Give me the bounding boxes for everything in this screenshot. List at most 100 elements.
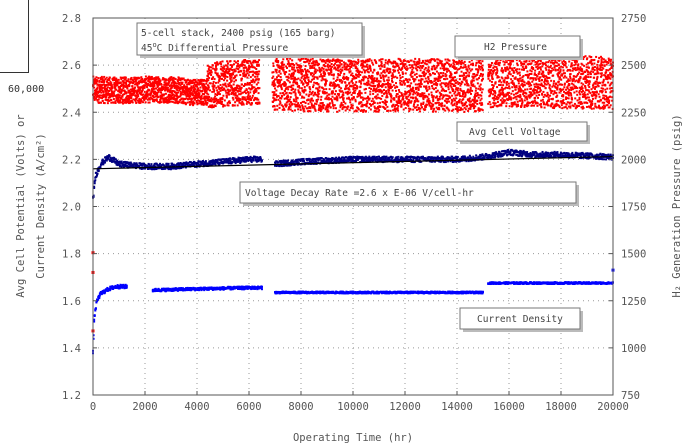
h2-pressure-point [176, 86, 179, 89]
h2-pressure-point [576, 87, 579, 90]
h2-pressure-point [135, 76, 138, 79]
h2-pressure-point [467, 64, 470, 67]
h2-pressure-point [513, 71, 516, 74]
h2-pressure-point [436, 108, 439, 111]
h2-pressure-point [202, 103, 205, 106]
h2-pressure-point [251, 66, 254, 69]
h2-pressure-point [226, 75, 229, 78]
h2-pressure-point [434, 87, 437, 90]
h2-pressure-point [229, 75, 232, 78]
h2-pressure-point [179, 98, 182, 101]
h2-pressure-point [248, 95, 251, 98]
h2-pressure-point [342, 91, 345, 94]
h2-pressure-point [191, 97, 194, 100]
h2-pressure-point [420, 104, 423, 107]
h2-pressure-point [556, 88, 559, 91]
h2-pressure-point [427, 97, 430, 100]
h2-pressure-point [519, 90, 522, 93]
h2-pressure-point [352, 64, 355, 67]
h2-pressure-point [229, 77, 232, 80]
h2-pressure-point [290, 75, 293, 78]
h2-pressure-point [392, 69, 395, 72]
h2-pressure-point [253, 66, 256, 69]
h2-pressure-point [306, 75, 309, 78]
h2-pressure-point [518, 74, 521, 77]
h2-pressure-point [241, 64, 244, 67]
h2-pressure-point [572, 83, 575, 86]
h2-pressure-point [190, 92, 193, 95]
h2-pressure-point [285, 65, 288, 68]
h2-pressure-point [544, 62, 547, 65]
h2-pressure-point [567, 91, 570, 94]
h2-pressure-point [110, 82, 113, 85]
h2-pressure-point [528, 94, 531, 97]
h2-pressure-point [355, 73, 358, 76]
h2-pressure-point [309, 64, 312, 67]
h2-pressure-point [523, 60, 526, 63]
h2-pressure-point [459, 107, 462, 110]
h2-pressure-point [192, 104, 195, 107]
h2-pressure-point [379, 88, 382, 91]
h2-pressure-point [291, 103, 294, 106]
h2-pressure-point [535, 86, 538, 89]
h2-pressure-point [438, 108, 441, 111]
h2-pressure-point [463, 83, 466, 86]
h2-pressure-point [511, 104, 514, 107]
h2-pressure-point [188, 100, 191, 103]
h2-pressure-point [138, 82, 141, 85]
h2-pressure-point [152, 90, 155, 93]
h2-pressure-point [205, 80, 208, 83]
h2-pressure-point [458, 92, 461, 95]
h2-pressure-point [363, 71, 366, 74]
h2-pressure-point [281, 66, 284, 69]
h2-pressure-point [432, 109, 435, 112]
h2-pressure-point [431, 85, 434, 88]
h2-pressure-point [383, 106, 386, 109]
h2-pressure-point [243, 64, 246, 67]
h2-pressure-point [125, 101, 128, 104]
h2-pressure-point [411, 90, 414, 93]
h2-pressure-point [274, 68, 277, 71]
h2-pressure-point [115, 78, 118, 81]
h2-pressure-point [310, 62, 313, 65]
h2-pressure-point [137, 89, 140, 92]
h2-pressure-point [328, 102, 331, 105]
h2-pressure-point [576, 99, 579, 102]
h2-pressure-point [477, 70, 480, 73]
h2-pressure-point [402, 95, 405, 98]
h2-pressure-point [532, 77, 535, 80]
h2-pressure-point [568, 88, 571, 91]
h2-pressure-point [197, 87, 200, 90]
h2-pressure-point [509, 63, 512, 66]
h2-pressure-point [373, 105, 376, 108]
h2-pressure-point [550, 105, 553, 108]
h2-pressure-point [319, 104, 322, 107]
h2-pressure-point [319, 108, 322, 111]
h2-pressure-point [416, 104, 419, 107]
h2-pressure-point [516, 92, 519, 95]
h2-pressure-point [461, 61, 464, 64]
h2-pressure-point [505, 93, 508, 96]
h2-pressure-point [507, 59, 510, 62]
h2-pressure-point [356, 87, 359, 90]
h2-pressure-point [481, 66, 484, 69]
h2-pressure-point [309, 88, 312, 91]
h2-pressure-point [302, 82, 305, 85]
h2-pressure-point [212, 80, 215, 83]
h2-pressure-point [226, 79, 229, 82]
h2-pressure-point [469, 103, 472, 106]
h2-pressure-point [239, 74, 242, 77]
h2-pressure-point [496, 98, 499, 101]
h2-pressure-point [494, 94, 497, 97]
h2-pressure-point [419, 79, 422, 82]
h2-pressure-point [537, 91, 540, 94]
h2-pressure-point [143, 84, 146, 87]
h2-pressure-point [430, 107, 433, 110]
h2-pressure-point [442, 82, 445, 85]
h2-pressure-point [323, 74, 326, 77]
h2-pressure-point [538, 70, 541, 73]
h2-pressure-point [113, 90, 116, 93]
h2-pressure-point [136, 82, 139, 85]
h2-pressure-point [510, 92, 513, 95]
h2-pressure-point [197, 89, 200, 92]
